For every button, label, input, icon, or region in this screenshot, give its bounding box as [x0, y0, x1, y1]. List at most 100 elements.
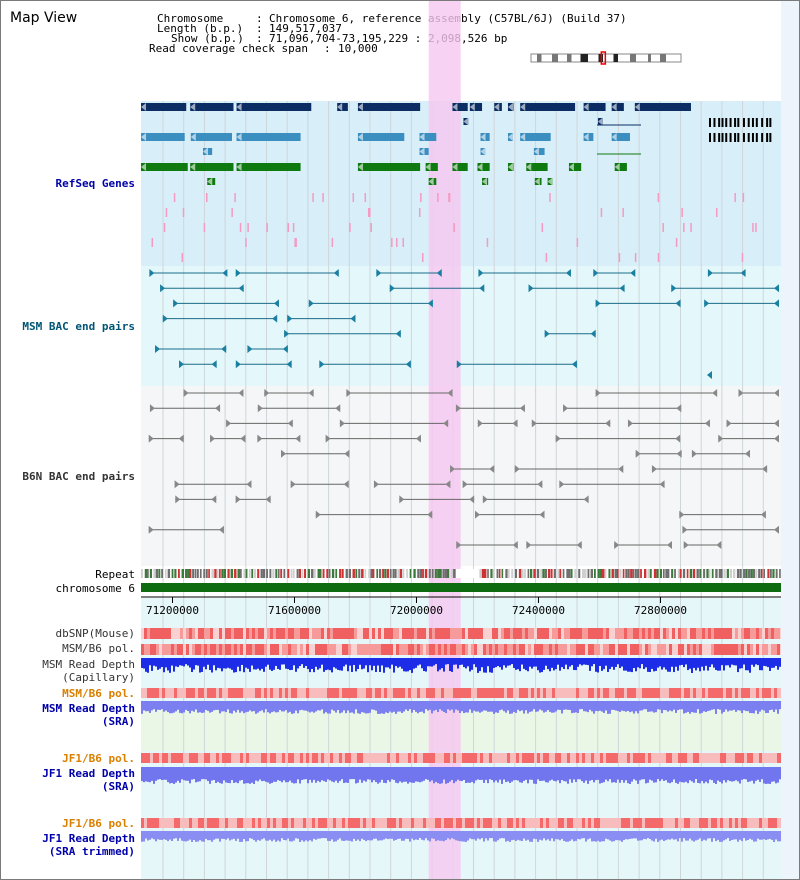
track-label-jf1-depth-sra[interactable]: JF1 Read Depth (SRA) — [42, 767, 135, 793]
depth-bar — [517, 767, 519, 781]
track-label-b6n-bac[interactable]: B6N BAC end pairs — [22, 470, 135, 483]
depth-bar — [295, 767, 297, 784]
track-label-jf1-b6-pol-trim[interactable]: JF1/B6 pol. — [62, 817, 135, 830]
depth-bar — [533, 701, 535, 710]
polymorphism-cell — [330, 818, 333, 828]
track-label-jf1-b6-pol[interactable]: JF1/B6 pol. — [62, 752, 135, 765]
repeat-element — [643, 569, 647, 578]
depth-bar — [207, 831, 209, 841]
depth-bar — [639, 767, 641, 781]
track-label-dbsnp[interactable]: dbSNP(Mouse) — [55, 627, 135, 640]
polymorphism-cell — [666, 644, 669, 655]
gene-exon — [755, 133, 758, 142]
polymorphism-cell — [516, 688, 519, 698]
track-label-jf1-depth-trim[interactable]: JF1 Read Depth (SRA trimmed) — [42, 832, 135, 858]
depth-bar — [489, 701, 491, 712]
depth-bar — [597, 701, 599, 712]
polymorphism-cell — [522, 753, 525, 763]
track-label-msm-depth-sra[interactable]: MSM Read Depth (SRA) — [42, 702, 135, 728]
repeat-element — [682, 569, 686, 578]
depth-bar — [147, 831, 149, 841]
polymorphism-cell — [576, 753, 579, 763]
depth-bar — [307, 701, 309, 712]
repeat-element — [144, 569, 148, 578]
polymorphism-cell — [597, 628, 600, 639]
depth-bar — [549, 831, 551, 841]
depth-bar — [231, 658, 233, 670]
polymorphism-cell — [711, 753, 714, 763]
polymorphism-cell — [174, 753, 177, 763]
track-label-msm-b6-pol[interactable]: MSM/B6 pol. — [62, 642, 135, 655]
polymorphism-cell — [405, 818, 408, 828]
polymorphism-cell — [171, 644, 174, 655]
polymorphism-cell — [213, 644, 216, 655]
depth-bar — [347, 831, 349, 841]
repeat-element — [763, 569, 766, 578]
repeat-element — [322, 569, 325, 578]
polymorphism-cell — [327, 688, 330, 698]
gene-strand-arrow — [507, 133, 513, 141]
msm-bac-end-pairs — [149, 269, 779, 369]
polymorphism-cell — [399, 644, 402, 655]
polymorphism-cell — [678, 818, 681, 828]
refseq-feature-tick — [239, 223, 242, 232]
depth-bar — [673, 767, 675, 780]
polymorphism-cell — [702, 628, 705, 639]
polymorphism-cell — [192, 818, 195, 828]
track-label-msm-b6-pol-sra[interactable]: MSM/B6 pol. — [62, 687, 135, 700]
polymorphism-cell — [588, 753, 591, 763]
polymorphism-cell — [657, 753, 660, 763]
polymorphism-cell — [273, 818, 276, 828]
polymorphism-cell — [303, 628, 306, 639]
track-label-msm-depth-cap[interactable]: MSM Read Depth (Capillary) — [42, 658, 135, 684]
polymorphism-cell — [468, 753, 471, 763]
depth-bar — [251, 767, 253, 783]
depth-bar — [467, 658, 469, 667]
polymorphism-cell — [690, 628, 693, 639]
track-label-repeat[interactable]: Repeat — [95, 568, 135, 581]
gene-strand-arrow — [236, 163, 242, 171]
polymorphism-cell — [411, 688, 414, 698]
depth-bar — [631, 701, 633, 712]
depth-bar — [691, 658, 693, 673]
repeat-element — [507, 569, 510, 578]
polymorphism-cell — [585, 753, 588, 763]
polymorphism-cell — [666, 818, 669, 828]
repeat-element — [779, 569, 781, 578]
depth-bar — [281, 658, 283, 665]
polymorphism-cell — [531, 644, 534, 655]
depth-bar — [367, 701, 369, 714]
track-label-chromosome[interactable]: chromosome 6 — [55, 582, 135, 595]
depth-bar — [549, 767, 551, 781]
polymorphism-cell — [699, 628, 702, 639]
polymorphism-cell — [381, 644, 384, 655]
repeat-element — [296, 569, 299, 578]
depth-bar — [677, 701, 679, 711]
repeat-element — [647, 569, 650, 578]
repeat-element — [317, 569, 321, 578]
ideogram-band — [648, 54, 651, 62]
depth-bar — [299, 767, 301, 784]
msm-depth-sra-band — [141, 706, 781, 751]
depth-bar — [425, 767, 427, 780]
bac-end-marker — [478, 269, 484, 277]
depth-bar — [687, 831, 689, 841]
polymorphism-cell — [777, 818, 780, 828]
gene-strand-arrow — [480, 147, 486, 156]
track-label-msm-bac[interactable]: MSM BAC end pairs — [22, 320, 135, 333]
polymorphism-cell — [594, 818, 597, 828]
depth-bar — [647, 701, 649, 712]
polymorphism-cell — [684, 688, 687, 698]
depth-bar — [247, 831, 249, 842]
ideogram-band — [630, 54, 636, 62]
polymorphism-cell — [270, 644, 273, 655]
depth-bar — [385, 831, 387, 839]
depth-bar — [229, 701, 231, 714]
bac-end-marker — [179, 360, 185, 369]
jf1-b6-pol-heatmap — [141, 753, 783, 763]
depth-bar — [247, 767, 249, 784]
track-label-refseq[interactable]: RefSeq Genes — [55, 177, 135, 190]
depth-bar — [341, 658, 343, 671]
depth-bar — [521, 831, 523, 842]
